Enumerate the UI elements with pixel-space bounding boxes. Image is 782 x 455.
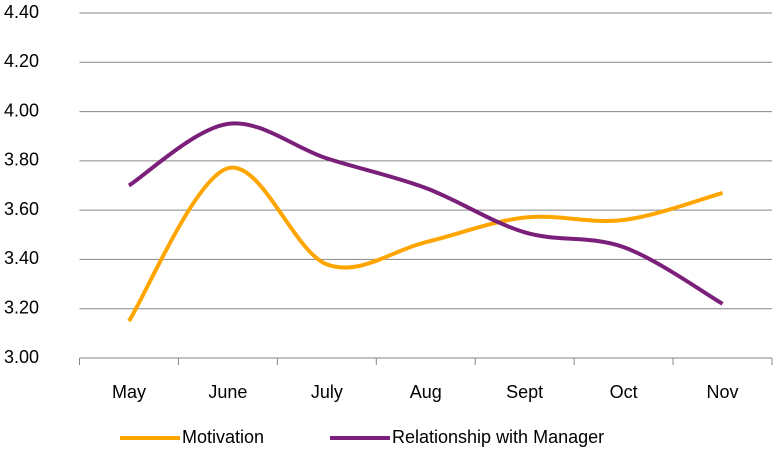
y-tick-label: 4.40 — [4, 2, 39, 22]
x-tick-label: June — [208, 382, 247, 402]
y-tick-label: 4.20 — [4, 51, 39, 71]
x-tick-label: Aug — [410, 382, 442, 402]
series-line — [127, 121, 724, 306]
legend-label: Motivation — [182, 427, 264, 447]
x-tick-label: Nov — [707, 382, 739, 402]
y-tick-label: 3.20 — [4, 297, 39, 317]
y-tick-label: 3.40 — [4, 248, 39, 268]
y-tick-label: 4.00 — [4, 100, 39, 120]
y-tick-label: 3.60 — [4, 199, 39, 219]
x-tick-label: May — [112, 382, 146, 402]
y-tick-label: 3.80 — [4, 150, 39, 170]
x-tick-label: July — [311, 382, 343, 402]
x-tick-label: Oct — [610, 382, 638, 402]
legend-label: Relationship with Manager — [392, 427, 604, 447]
series-line — [127, 165, 724, 323]
x-tick-label: Sept — [506, 382, 543, 402]
y-tick-label: 3.00 — [4, 347, 39, 367]
